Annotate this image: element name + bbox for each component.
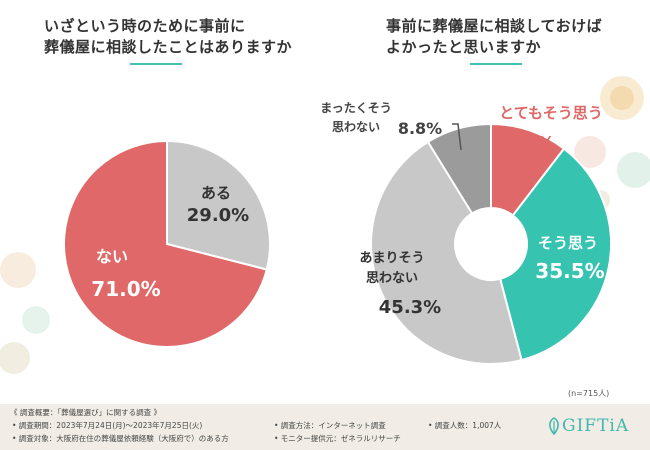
- label-amari-2: 思わない: [366, 271, 418, 286]
- label-amari-1: あまりそう: [359, 251, 424, 266]
- label-aru: ある: [201, 184, 231, 202]
- footer-target: • 調査対象：大阪府在住の葬儀屋依頼経験（大阪府で）のある方: [12, 434, 229, 443]
- value-sou: 35.5%: [535, 259, 604, 283]
- left-pie-chart: [63, 139, 271, 348]
- left-title-line1: いざという時のために事前に: [44, 17, 246, 35]
- floral-decoration-top-right: [574, 76, 650, 210]
- pie-slice-1: [63, 139, 268, 348]
- left-question-title: いざという時のために事前に 葬儀屋に相談したことはありますか: [44, 16, 292, 58]
- right-question-title: 事前に葬儀屋に相談しておけば よかったと思いますか: [386, 16, 602, 58]
- footer-period: • 調査期間：2023年7月24日(月)～2023年7月25日(火): [12, 421, 203, 430]
- value-totemo: 10.4%: [493, 133, 555, 154]
- pie-slice-0: [166, 139, 271, 271]
- right-donut-chart: [370, 122, 612, 365]
- pie-slice-2: [370, 140, 523, 365]
- left-title-underline: [130, 63, 182, 65]
- value-nai: 71.0%: [91, 277, 160, 301]
- label-sou: そう思う: [538, 234, 598, 252]
- survey-footer: 《 調査概要：「葬儀屋選び」に関する調査 》 • 調査期間：2023年7月24日…: [0, 404, 650, 450]
- label-nai: ない: [96, 247, 128, 266]
- footer-provider: • モニター提供元：ゼネラルリサーチ: [274, 434, 401, 443]
- sample-size-note: (n=715人): [568, 389, 610, 398]
- label-mattaku-1: まったくそう: [320, 101, 392, 115]
- label-totemo: とてもそう思う: [499, 104, 603, 122]
- leaf-logo-icon: [549, 417, 559, 435]
- value-aru: 29.0%: [187, 205, 249, 226]
- value-mattaku: 8.8%: [398, 119, 442, 138]
- mattaku-leader-line: [452, 123, 462, 151]
- footer-method: • 調査方法：インターネット調査: [274, 421, 386, 430]
- footer-overview: 《 調査概要：「葬儀屋選び」に関する調査 》: [10, 408, 162, 417]
- logo-text: GIFTiA: [562, 416, 630, 436]
- pie-slice-1: [498, 147, 612, 362]
- right-title-line2: よかったと思いますか: [386, 38, 542, 56]
- right-title-underline: [470, 63, 522, 65]
- right-title-line1: 事前に葬儀屋に相談しておけば: [386, 17, 603, 35]
- giftia-logo: GIFTiA: [546, 416, 629, 436]
- left-title-line2: 葬儀屋に相談したことはありますか: [44, 38, 293, 56]
- value-amari: 45.3%: [379, 297, 441, 318]
- pie-slice-3: [426, 122, 492, 215]
- label-mattaku-2: 思わない: [332, 120, 380, 134]
- footer-count: • 調査人数：1,007人: [428, 421, 502, 430]
- floral-decoration-bottom-left: [0, 252, 50, 374]
